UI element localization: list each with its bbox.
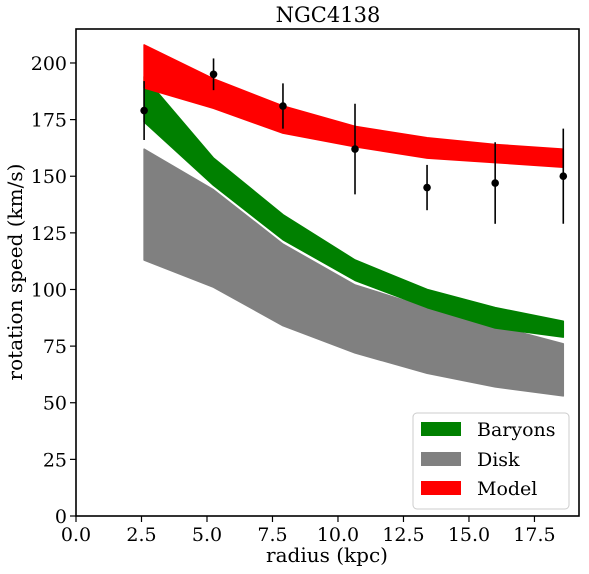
- x-tick-label: 0.0: [61, 524, 91, 546]
- y-tick-label: 75: [43, 336, 67, 358]
- chart-title: NGC4138: [276, 3, 381, 27]
- observation-point: [559, 172, 568, 181]
- x-axis-label: radius (kpc): [266, 543, 388, 567]
- y-tick-label: 175: [31, 110, 67, 132]
- observations-layer: [140, 58, 568, 224]
- observation-point: [140, 106, 148, 115]
- x-tick-label: 7.5: [257, 524, 287, 546]
- y-axis-ticks: 0 25 50 75 100 125 150 175 200: [31, 53, 76, 528]
- observation-point: [351, 145, 359, 153]
- x-tick-label: 5.0: [192, 524, 222, 546]
- legend: Baryons Disk Model: [412, 412, 570, 510]
- legend-swatch-disk: [421, 452, 461, 466]
- legend-swatch-model: [421, 481, 461, 495]
- x-tick-label: 12.5: [382, 524, 424, 546]
- x-tick-label: 10.0: [317, 524, 359, 546]
- observation-point: [491, 179, 499, 187]
- x-axis-ticks: 0.0 2.5 5.0 7.5 10.0 12.5 15.0 17.5: [61, 516, 556, 546]
- legend-label-disk: Disk: [477, 449, 520, 471]
- bands-layer: [143, 44, 565, 397]
- observation-point: [279, 102, 287, 110]
- legend-swatch-baryons: [421, 422, 461, 436]
- y-tick-label: 150: [31, 166, 67, 188]
- band-disk: [143, 148, 565, 397]
- legend-label-baryons: Baryons: [477, 419, 556, 441]
- x-tick-label: 17.5: [513, 524, 555, 546]
- y-tick-label: 125: [31, 223, 67, 245]
- x-tick-label: 2.5: [126, 524, 156, 546]
- observation-point: [209, 70, 218, 79]
- x-tick-label: 15.0: [448, 524, 490, 546]
- y-tick-label: 200: [31, 53, 67, 75]
- y-tick-label: 25: [43, 449, 67, 471]
- observation-point: [423, 183, 431, 192]
- plot-frame: [75, 28, 580, 517]
- band-baryons: [143, 75, 565, 338]
- y-tick-label: 100: [31, 279, 67, 301]
- y-axis-label: rotation speed (km/s): [3, 164, 27, 381]
- legend-label-model: Model: [477, 478, 537, 500]
- y-tick-label: 0: [55, 506, 67, 528]
- y-tick-label: 50: [43, 393, 67, 415]
